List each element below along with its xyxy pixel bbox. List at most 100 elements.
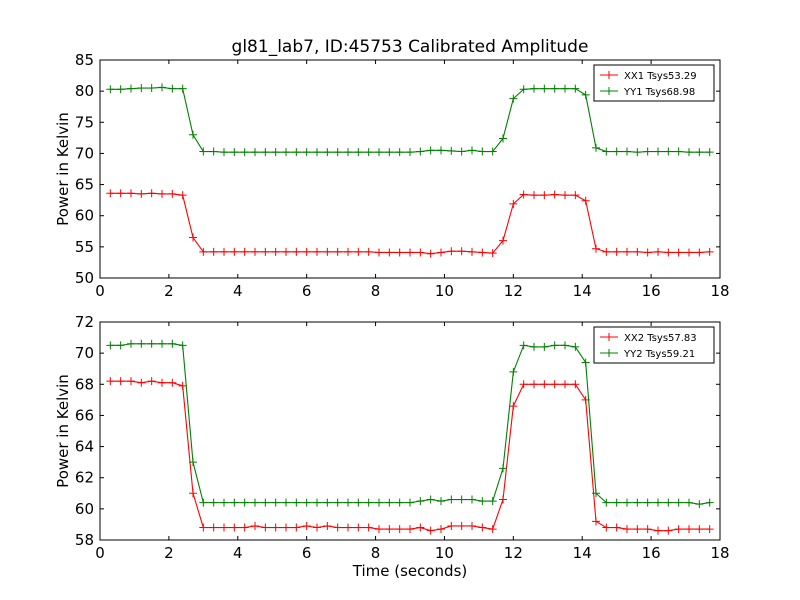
data-point-marker: [612, 523, 621, 532]
data-point-marker: [385, 148, 394, 157]
data-point-marker: [654, 147, 662, 156]
data-point-marker: [540, 84, 549, 93]
y-axis-label: Power in Kelvin: [54, 112, 72, 226]
data-point-marker: [664, 147, 673, 156]
data-point-marker: [478, 523, 487, 532]
data-point-marker: [271, 523, 280, 532]
data-point-marker: [106, 189, 115, 198]
legend-label: YY1 Tsys68.98: [623, 87, 695, 98]
data-point-marker: [406, 148, 414, 157]
data-point-marker: [426, 526, 435, 535]
data-point-marker: [643, 248, 652, 257]
data-point-marker: [251, 498, 259, 507]
x-tick-label: 6: [302, 282, 312, 300]
data-point-marker: [116, 341, 125, 350]
data-point-marker: [116, 377, 125, 386]
y-tick-label: 70: [75, 344, 94, 362]
data-point-marker: [633, 247, 642, 256]
data-point-marker: [106, 341, 115, 350]
data-point-marker: [261, 247, 270, 256]
data-point-marker: [447, 146, 456, 155]
data-point-marker: [189, 458, 197, 467]
data-point-marker: [209, 523, 218, 532]
data-point-marker: [499, 134, 507, 143]
data-point-marker: [158, 189, 166, 198]
data-point-marker: [116, 189, 125, 198]
data-point-marker: [468, 146, 476, 155]
data-point-marker: [302, 521, 311, 530]
data-point-marker: [612, 498, 621, 507]
data-point-marker: [705, 525, 714, 534]
data-point-marker: [571, 191, 580, 200]
legend: XX2 Tsys57.83 YY2 Tsys59.21: [593, 326, 715, 364]
data-point-marker: [602, 247, 611, 256]
data-point-marker: [437, 248, 445, 257]
data-point-marker: [137, 84, 146, 93]
data-point-marker: [509, 367, 518, 376]
data-point-marker: [654, 247, 662, 256]
data-point-marker: [592, 517, 600, 526]
data-point-marker: [282, 523, 290, 532]
data-point-marker: [623, 147, 631, 156]
y-tick-label: 72: [75, 313, 94, 331]
data-point-marker: [261, 523, 270, 532]
data-point-marker: [602, 523, 611, 532]
data-point-marker: [240, 498, 249, 507]
data-point-marker: [550, 341, 559, 350]
data-point-marker: [612, 147, 621, 156]
data-point-marker: [375, 525, 383, 534]
data-point-marker: [137, 339, 146, 348]
data-point-marker: [240, 148, 249, 157]
data-point-marker: [333, 148, 342, 157]
data-point-marker: [323, 247, 332, 256]
data-point-marker: [395, 525, 404, 534]
data-point-marker: [189, 233, 197, 242]
y-tick-label: 62: [75, 469, 94, 487]
data-point-marker: [592, 489, 600, 498]
data-point-marker: [364, 523, 373, 532]
data-point-marker: [220, 523, 228, 532]
data-point-marker: [488, 525, 497, 534]
y-tick-label: 60: [75, 207, 94, 225]
data-point-marker: [230, 247, 239, 256]
data-point-marker: [323, 521, 332, 530]
legend-label: XX2 Tsys57.83: [624, 333, 697, 344]
legend: XX1 Tsys53.29 YY1 Tsys68.98: [593, 64, 715, 102]
data-point-marker: [685, 148, 693, 157]
data-point-marker: [313, 523, 321, 532]
x-tick-label: 10: [435, 282, 454, 300]
data-point-marker: [302, 148, 311, 157]
data-point-marker: [147, 339, 156, 348]
y-tick-label: 68: [75, 375, 94, 393]
data-point-marker: [375, 148, 383, 157]
data-point-marker: [664, 498, 673, 507]
data-point-marker: [674, 248, 683, 257]
data-point-marker: [178, 191, 187, 200]
data-point-marker: [127, 84, 135, 93]
data-point-marker: [488, 249, 497, 258]
data-point-marker: [354, 247, 363, 256]
data-point-marker: [509, 199, 518, 208]
data-point-marker: [509, 402, 518, 411]
data-point-marker: [189, 489, 197, 498]
data-point-marker: [447, 521, 456, 530]
x-tick-label: 6: [302, 544, 312, 562]
data-point-marker: [292, 523, 301, 532]
data-point-marker: [654, 526, 662, 535]
data-point-marker: [695, 500, 704, 509]
data-point-marker: [199, 247, 208, 256]
data-point-marker: [705, 498, 714, 507]
data-point-marker: [457, 147, 466, 156]
y-axis-label: Power in Kelvin: [54, 374, 72, 488]
data-point-marker: [561, 341, 569, 350]
data-point-marker: [282, 498, 290, 507]
x-tick-label: 14: [573, 282, 592, 300]
data-point-marker: [323, 148, 332, 157]
data-point-marker: [633, 498, 642, 507]
chart-title: gl81_lab7, ID:45753 Calibrated Amplitude: [232, 37, 589, 57]
x-tick-label: 10: [435, 544, 454, 562]
y-tick-label: 55: [75, 238, 94, 256]
data-point-marker: [344, 247, 352, 256]
data-point-marker: [230, 498, 239, 507]
